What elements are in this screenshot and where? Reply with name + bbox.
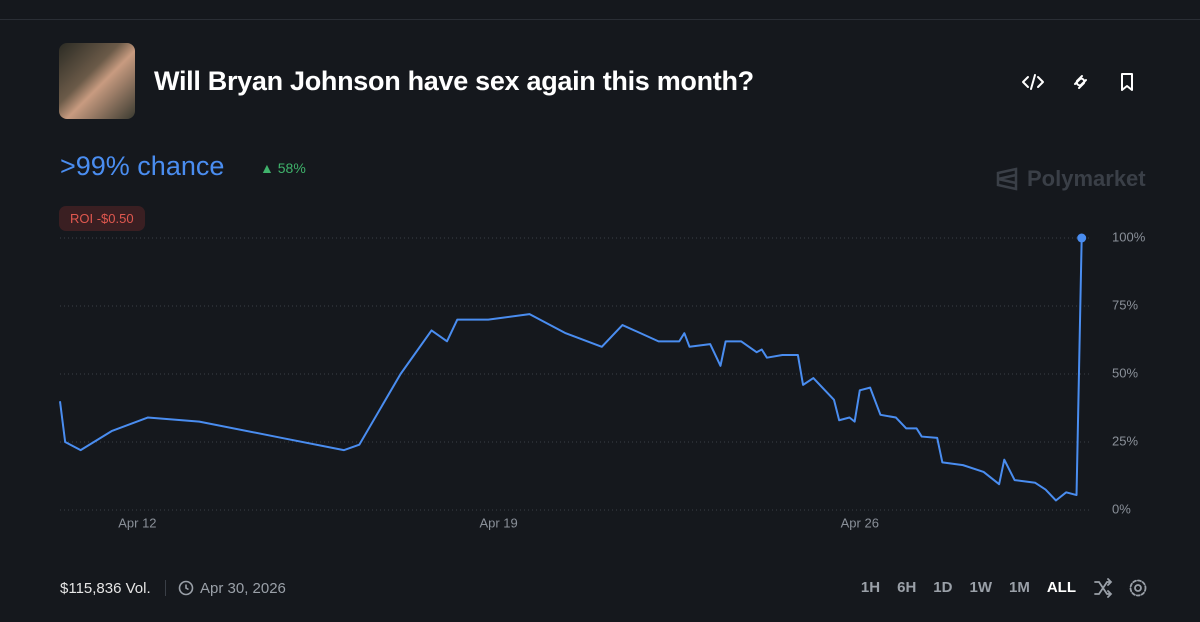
x-tick-label: Apr 12 (118, 515, 156, 530)
embed-button[interactable] (1022, 74, 1044, 90)
range-button[interactable]: 1H (860, 579, 881, 596)
brand-name: Polymarket (1027, 166, 1146, 191)
settings-button[interactable] (1129, 579, 1147, 597)
y-tick-label: 100% (1112, 229, 1146, 244)
chart: 0% 25% 50% 75% 100% Apr 12 Apr 19 Apr 26 (59, 229, 1146, 530)
bookmark-button[interactable] (1121, 73, 1133, 91)
range-buttons: 1H 6H 1D 1W 1M ALL (861, 579, 1076, 596)
divider (0, 19, 1200, 20)
actions (1022, 73, 1133, 91)
chance: >99% chance (60, 151, 225, 181)
chart-controls (1094, 578, 1147, 598)
range-button[interactable]: 1W (969, 579, 992, 596)
end-date: Apr 30, 2026 (200, 580, 286, 597)
y-tick-label: 25% (1112, 433, 1138, 448)
volume: $115,836 Vol. (60, 580, 151, 597)
y-tick-label: 50% (1112, 365, 1138, 380)
y-tick-label: 75% (1112, 297, 1138, 312)
separator (165, 580, 166, 596)
range-button[interactable]: ALL (1046, 579, 1076, 596)
last-point (1077, 233, 1087, 243)
x-tick-label: Apr 19 (479, 515, 517, 530)
change-value: 58% (277, 160, 306, 176)
market-image (59, 43, 135, 119)
x-tick-label: Apr 26 (841, 515, 879, 530)
shuffle-button[interactable] (1094, 578, 1113, 598)
range-button[interactable]: 1M (1008, 579, 1030, 596)
clock-icon (178, 580, 194, 596)
link-button[interactable] (1074, 75, 1087, 89)
brand-logo (996, 167, 1018, 191)
range-button[interactable]: 1D (933, 579, 953, 596)
range-button[interactable]: 6H (897, 579, 917, 596)
brand: Polymarket (995, 166, 1146, 192)
market-title: Will Bryan Johnson have sex again this m… (154, 66, 754, 96)
change: ▲ 58% (260, 160, 306, 176)
price-line (59, 237, 1083, 502)
y-tick-label: 0% (1112, 501, 1131, 516)
roi-badge: ROI -$0.50 (59, 206, 145, 231)
